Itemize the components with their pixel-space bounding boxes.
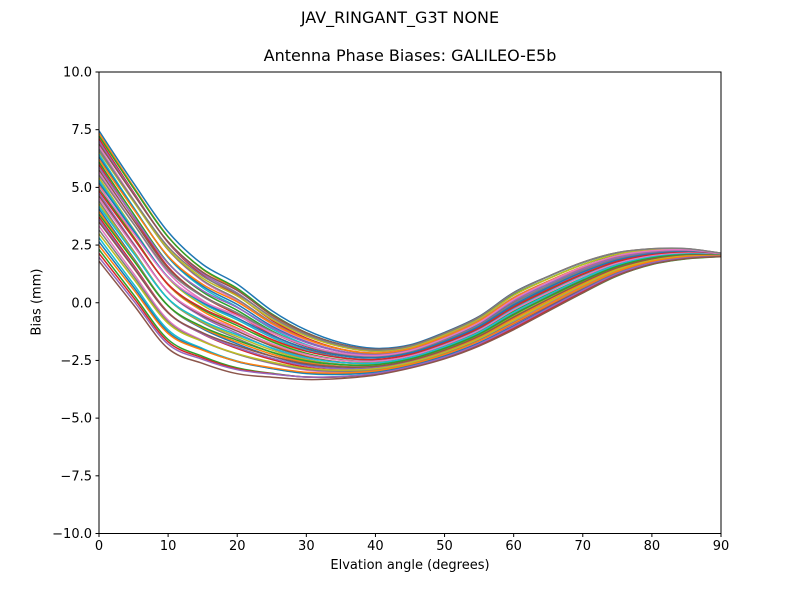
series-line [98,190,722,361]
y-tick-label: −10.0 [52,527,92,542]
y-tick-label: 10.0 [63,66,92,81]
series-line [98,245,722,374]
series-line [98,182,722,359]
y-tick-label: 5.0 [71,181,92,196]
y-tick-label: 7.5 [71,123,92,138]
series-line [98,255,722,381]
x-tick-label: 40 [367,539,384,554]
x-tick-label: 10 [160,539,177,554]
series-line [98,198,722,363]
y-axis-label: Bias (mm) [29,268,45,336]
series-line [98,140,722,353]
x-tick-label: 20 [229,539,246,554]
series-line [98,149,722,351]
x-tick-label: 30 [298,539,315,554]
figure-title: JAV_RINGANT_G3T NONE [300,8,500,27]
y-tick-label: 0.0 [71,296,92,311]
y-tick-label: −2.5 [60,354,92,369]
x-tick-label: 70 [575,539,592,554]
series-line [98,233,722,371]
x-tick-label: 0 [95,539,103,554]
y-tick-label: 2.5 [71,239,92,254]
x-axis-label: Elvation angle (degrees) [330,558,490,573]
series-line [98,221,722,369]
series-line [98,143,722,351]
series-line [98,132,722,352]
x-tick-label: 50 [436,539,453,554]
series-line [98,174,722,358]
series-line [98,255,722,378]
series-line [98,206,722,365]
series-line [98,213,722,367]
axes-title: Antenna Phase Biases: GALILEO-E5b [263,46,557,65]
y-tick-label: −7.5 [60,469,92,484]
x-tick-label: 80 [644,539,661,554]
x-tick-label: 60 [505,539,522,554]
y-tick-label: −5.0 [60,412,92,427]
series-line [98,151,722,352]
series-line [98,186,722,357]
x-tick-label: 90 [713,539,730,554]
